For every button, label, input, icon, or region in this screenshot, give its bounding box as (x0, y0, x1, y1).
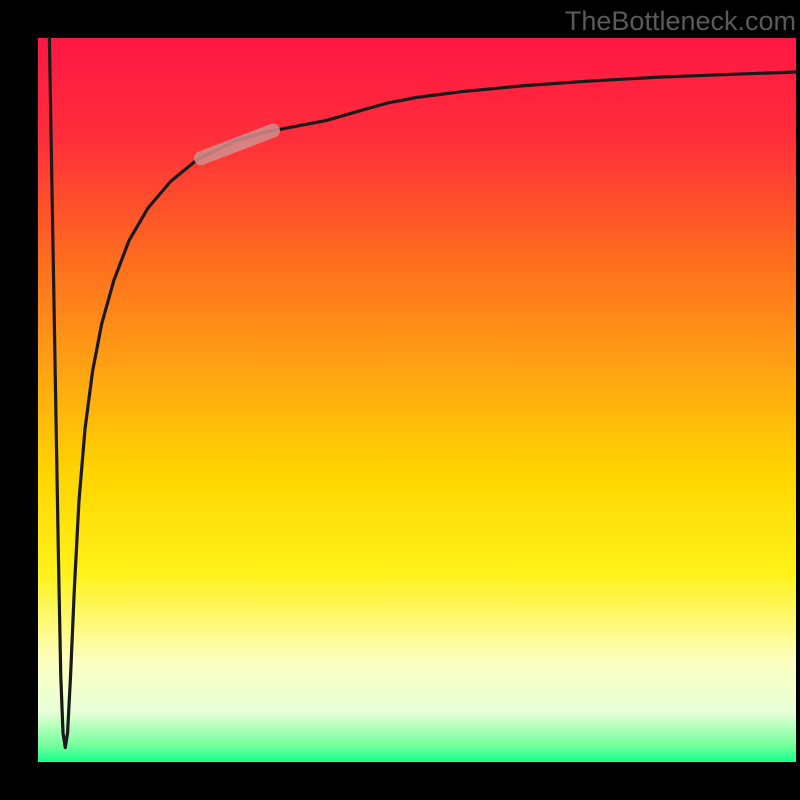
chart-frame: TheBottleneck.com (0, 0, 800, 800)
bottleneck-curve (49, 38, 796, 748)
watermark-text: TheBottleneck.com (565, 6, 796, 37)
highlight-marker (201, 131, 273, 159)
overlay-svg (0, 0, 800, 800)
